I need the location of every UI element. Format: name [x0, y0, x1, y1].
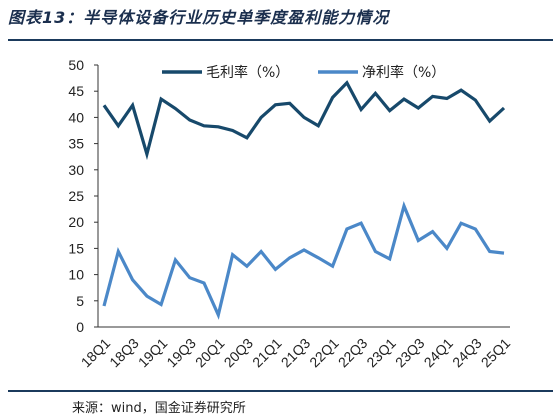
y-tick-label: 15 [68, 240, 84, 256]
x-tick-label: 25Q1 [478, 335, 514, 371]
x-tick-label: 20Q3 [221, 335, 257, 371]
x-tick-label: 20Q1 [192, 335, 228, 371]
x-tick-label: 18Q3 [106, 335, 142, 371]
y-tick-label: 40 [68, 109, 84, 125]
x-tick-label: 23Q3 [392, 335, 428, 371]
top-rule [8, 39, 553, 41]
x-tick-label: 19Q1 [135, 335, 171, 371]
x-tick-label: 24Q3 [449, 335, 485, 371]
legend-label: 毛利率（%） [206, 64, 289, 81]
y-tick-label: 50 [68, 57, 84, 73]
x-tick-label: 22Q1 [306, 335, 342, 371]
y-tick-label: 5 [76, 293, 84, 309]
legend-label: 净利率（%） [362, 64, 445, 81]
x-tick-label: 22Q3 [335, 335, 371, 371]
y-tick-label: 10 [68, 267, 84, 283]
legend: 毛利率（%） 净利率（%） [162, 64, 445, 81]
y-tick-label: 20 [68, 214, 84, 230]
bottom-rule [8, 390, 553, 392]
y-tick-label: 30 [68, 162, 84, 178]
gross-margin-line [102, 80, 506, 161]
x-tick-label: 21Q3 [278, 335, 314, 371]
x-tick-label: 18Q1 [78, 335, 114, 371]
x-tick-label: 23Q1 [363, 335, 399, 371]
y-tick-label: 35 [68, 136, 84, 152]
y-tick-label: 45 [68, 83, 84, 99]
source-note: 来源：wind，国金证券研究所 [72, 401, 246, 416]
y-tick-label: 0 [76, 319, 84, 335]
net-margin-line [102, 201, 505, 320]
y-tick-labels: 0 5 10 15 20 25 30 35 40 45 50 [68, 57, 98, 335]
x-tick-label: 24Q1 [421, 335, 457, 371]
series-lines [102, 80, 506, 320]
x-tick-label: 19Q3 [163, 335, 199, 371]
x-tick-label: 21Q1 [249, 335, 285, 371]
chart-title: 图表13：半导体设备行业历史单季度盈利能力情况 [8, 8, 390, 27]
x-tick-labels: 18Q118Q319Q119Q320Q120Q321Q121Q322Q122Q3… [78, 335, 514, 371]
y-tick-label: 25 [68, 188, 84, 204]
